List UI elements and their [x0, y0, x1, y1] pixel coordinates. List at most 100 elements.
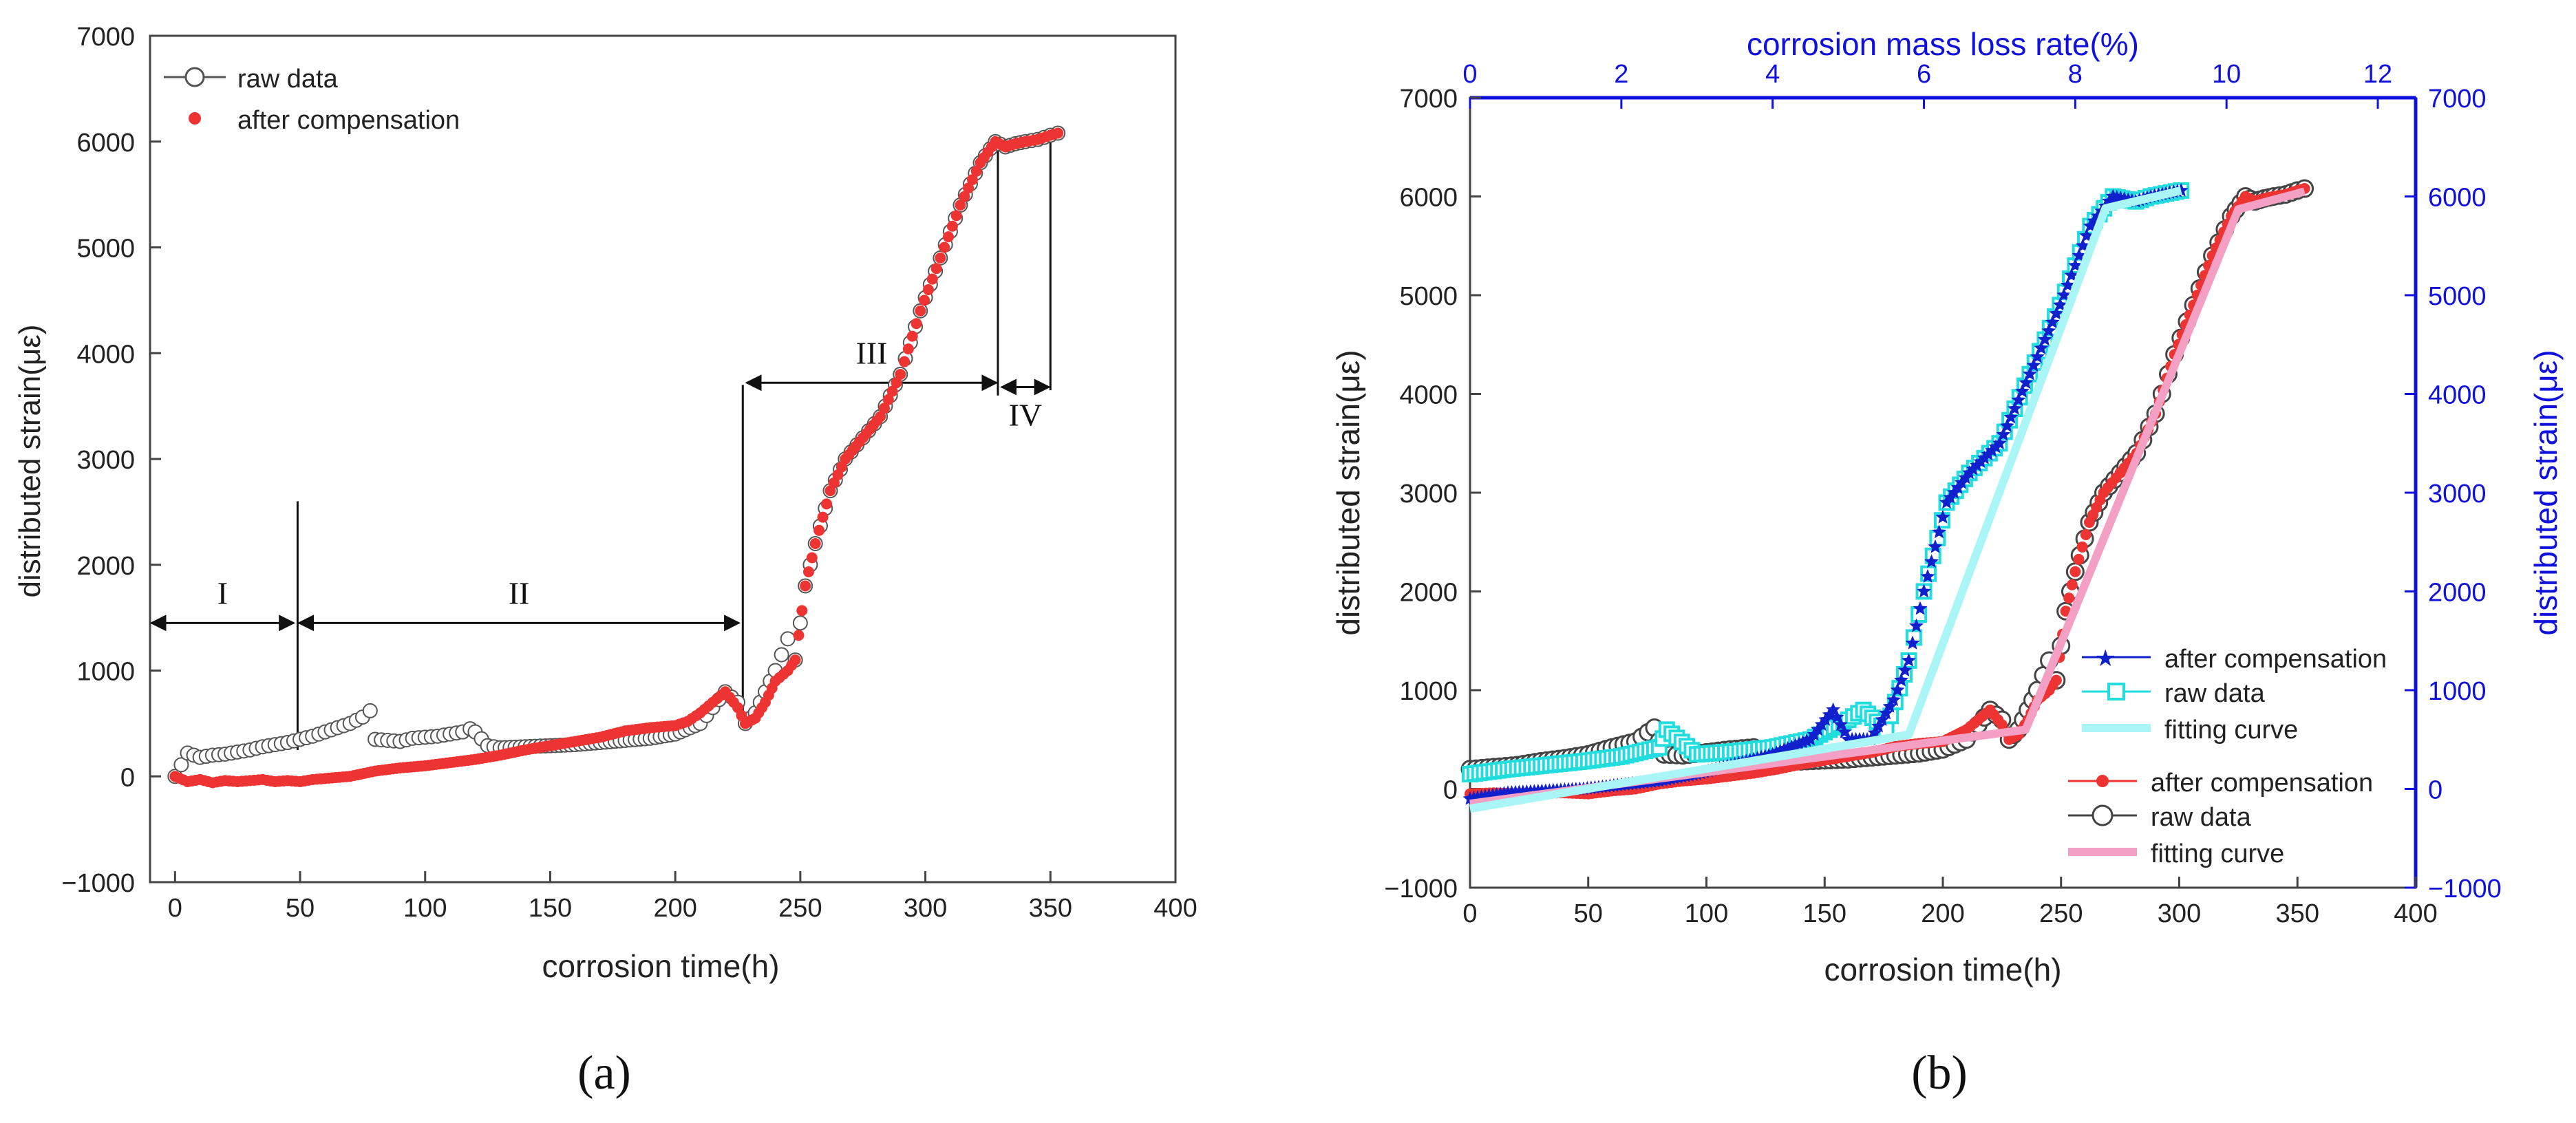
panel-a-after-compensation-point: [939, 242, 950, 253]
panel-b-label: (b): [1911, 1047, 1968, 1100]
panel-a-phase-label-i: I: [217, 575, 228, 610]
panel-a-after-compensation-point: [895, 369, 906, 380]
panel-a-y-tick-label: 1000: [76, 658, 135, 687]
panel-b-x-tick-label: 0: [1462, 899, 1477, 928]
panel-a-after-compensation-point: [878, 403, 890, 414]
panel-a-raw-data-point: [774, 647, 789, 663]
panel-b-right-y-ticks: −1000 0 1000 2000 3000 4000 5000 6000 7000: [2405, 85, 2502, 903]
panel-b-x-tick-label: 150: [1803, 899, 1846, 928]
panel-a-legend-comp-label: after compensation: [237, 106, 460, 135]
panel-b-series: [1460, 179, 2314, 813]
panel-b-right-y-tick-label: 4000: [2428, 381, 2487, 410]
panel-a-raw-data-point: [780, 631, 796, 647]
panel-b-after-compensation-mass-loss-point: [2015, 383, 2030, 398]
panel-a-y-ticks: −1000 0 1000 2000 3000 4000 5000 6000 7000: [61, 23, 161, 898]
panel-b-after-compensation-mass-loss-point: [1905, 635, 1920, 650]
panel-b-after-compensation-mass-loss-point: [1902, 653, 1916, 667]
panel-b-after-compensation-mass-loss-point: [1928, 539, 1943, 553]
panel-b-y-tick-label: 5000: [1399, 282, 1458, 311]
panel-b-after-compensation-mass-loss-point: [1962, 465, 1977, 480]
panel-b-top-x-tick-label: 6: [1917, 60, 1931, 89]
panel-b-x-tick-label: 400: [2394, 899, 2437, 928]
panel-a-x-tick-label: 300: [904, 894, 947, 923]
panel-b-top-x-ticks: 0 2 4 6 8 10 12: [1462, 60, 2392, 109]
panel-b-after-compensation-mass-loss-point: [2008, 401, 2022, 415]
panel-b-legend-bottom-raw-marker: [2091, 804, 2114, 826]
panel-b-x-tick-label: 50: [1574, 899, 1603, 928]
panel-b-after-compensation-mass-loss-point: [2052, 297, 2067, 312]
panel-a-raw-data-point: [173, 757, 189, 773]
panel-b-after-compensation-mass-loss-point: [2011, 392, 2026, 407]
panel-b-y-tick-label: 1000: [1399, 677, 1458, 706]
panel-a-y-tick-label: 7000: [76, 23, 135, 52]
panel-b-fitting-curve-time: [1469, 187, 2306, 808]
panel-a-after-compensation-point: [943, 231, 955, 243]
panel-b-legend-top-comp-label: after compensation: [2164, 645, 2387, 674]
panel-b-after-compensation-mass-loss-point: [1909, 618, 1924, 632]
panel-b-after-compensation-mass-loss-point: [1981, 447, 1996, 461]
panel-a-after-compensation-point: [806, 552, 818, 564]
panel-a-after-compensation-point: [902, 343, 914, 355]
panel-b-after-compensation-mass-loss-point: [1966, 461, 1981, 475]
panel-a-y-tick-label: 5000: [76, 235, 135, 264]
panel-b-top-x-tick-label: 2: [1614, 60, 1628, 89]
panel-b-y-tick-label: 0: [1443, 776, 1458, 805]
panel-b-after-compensation-mass-loss-point: [1996, 427, 2011, 441]
panel-a-after-compensation-point: [875, 411, 886, 423]
panel-a-after-compensation-point: [821, 498, 833, 510]
panel-a-after-compensation-point: [922, 284, 934, 295]
panel-b-x-tick-label: 350: [2276, 899, 2319, 928]
panel-a-chart: −1000 0 1000 2000 3000 4000 5000 6000 7000 0 50 10…: [13, 23, 1197, 1100]
panel-b-after-compensation-mass-loss-point: [1924, 554, 1939, 568]
panel-b-top-x-tick-label: 12: [2363, 60, 2392, 89]
panel-a-x-tick-label: 100: [403, 894, 447, 923]
panel-b-after-compensation-mass-loss-point: [1913, 601, 1928, 615]
panel-b-top-axis-label: corrosion mass loss rate(%): [1747, 26, 2139, 62]
panel-b-y-tick-label: 4000: [1399, 381, 1458, 410]
panel-a-x-tick-label: 200: [653, 894, 696, 923]
panel-b-after-compensation-mass-loss-point: [1879, 705, 1893, 720]
panel-a-after-compensation-point: [970, 165, 982, 177]
panel-b-legend-bottom: after compensation raw data fitting curv…: [2068, 769, 2373, 868]
panel-b-x-ticks: 0 50 100 150 200 250 300 350 400: [1462, 877, 2438, 928]
panel-a-after-compensation-point: [911, 318, 922, 330]
panel-b-x-tick-label: 250: [2039, 899, 2083, 928]
panel-b-y-ticks: −1000 0 1000 2000 3000 4000 5000 6000 7000: [1384, 85, 1481, 903]
panel-a-after-compensation-point: [963, 182, 975, 194]
panel-a-x-tick-label: 400: [1153, 894, 1197, 923]
panel-b-after-compensation-mass-loss-point: [2045, 314, 2060, 329]
panel-b-after-compensation-mass-loss-point: [2030, 349, 2045, 363]
panel-a-phase-label-iv: IV: [1009, 397, 1043, 432]
panel-a-after-compensation-point: [915, 305, 926, 317]
panel-b-after-compensation-mass-loss-point: [2041, 323, 2056, 337]
panel-a-phase-label-iii: III: [855, 335, 887, 370]
panel-a-after-compensation-point: [926, 273, 938, 285]
panel-b-after-compensation-mass-loss-point: [2060, 277, 2075, 292]
panel-a-after-compensation-point: [959, 191, 970, 202]
panel-a-x-tick-label: 0: [168, 894, 182, 923]
panel-b-after-compensation-mass-loss-point: [2019, 375, 2034, 389]
panel-a-after-compensation-point: [935, 252, 946, 264]
panel-a-after-compensation-point: [906, 330, 918, 342]
panel-a-after-compensation-point: [1052, 127, 1064, 139]
panel-b-after-compensation-time-point: [2050, 674, 2062, 686]
panel-b-top-x-tick-label: 8: [2068, 60, 2083, 89]
panel-b-after-compensation-mass-loss-point: [1799, 733, 1814, 747]
panel-b-fitting-curve-mass-loss: [1469, 186, 2182, 813]
panel-b-after-compensation-time-point: [2076, 541, 2088, 553]
panel-b-right-y-tick-label: 7000: [2428, 85, 2487, 114]
panel-b-legend-bottom-fit-label: fitting curve: [2151, 839, 2284, 868]
panel-b-after-compensation-mass-loss-point: [1977, 450, 1992, 464]
panel-a-after-compensation-point: [886, 385, 898, 397]
panel-b-x-tick-label: 100: [1685, 899, 1728, 928]
panel-b-top-x-tick-label: 10: [2212, 60, 2241, 89]
panel-b-right-y-tick-label: 1000: [2428, 677, 2487, 706]
panel-a-label: (a): [577, 1047, 631, 1100]
panel-b-y-tick-label: 2000: [1399, 579, 1458, 608]
panel-b-after-compensation-mass-loss-point: [1875, 712, 1890, 726]
panel-b-after-compensation-mass-loss-point: [1935, 509, 1950, 524]
panel-b-after-compensation-mass-loss-point: [1917, 584, 1931, 598]
panel-a-after-compensation-point: [800, 580, 811, 592]
